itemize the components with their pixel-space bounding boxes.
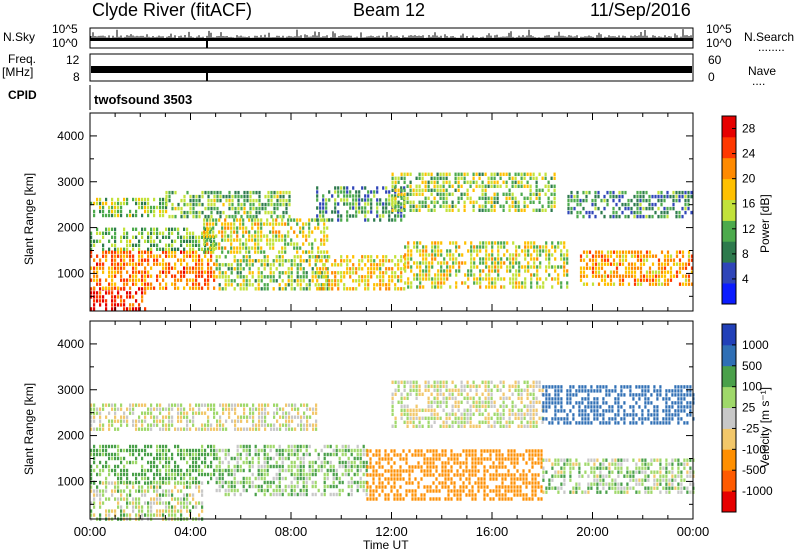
power-colorbar-segment: [722, 136, 736, 159]
velocity-xtick-label: 16:00: [476, 524, 509, 539]
power-echo-region: [579, 250, 694, 286]
power-colorbar-segment: [722, 178, 736, 200]
power-colorbar-tick-label: 8: [742, 247, 749, 261]
velocity-colorbar-segment: [722, 449, 736, 471]
nave-label: Nave: [748, 64, 777, 78]
velocity-echo-region: [90, 403, 318, 431]
power-colorbar-segment: [722, 262, 736, 284]
velocity-colorbar-segment: [722, 470, 736, 492]
velocity-colorbar-frame: [721, 323, 737, 513]
power-colorbar-segment: [722, 241, 736, 263]
velocity-echo-region: [215, 444, 368, 497]
velocity-xtick-label: 20:00: [576, 524, 609, 539]
power-echo-region: [90, 197, 168, 218]
noise-tick-right-bottom: 10^0: [706, 36, 732, 50]
status-strips: [89, 27, 694, 110]
power-colorbar-segment: [722, 157, 736, 180]
power-echo-region: [165, 190, 291, 219]
power-echo-region: [90, 250, 216, 290]
noise-tick-left-top: 10^5: [52, 22, 78, 36]
velocity-colorbar-tick-label: -1000: [742, 484, 773, 498]
velocity-colorbar-label: Velocity [m s⁻¹]: [758, 386, 772, 468]
velocity-echo-region: [542, 458, 695, 494]
velocity-ytick-label: 2000: [57, 429, 84, 443]
noise-tick-right-top: 10^5: [706, 22, 732, 36]
velocity-echo-region: [90, 444, 216, 485]
power-colorbar-tick-label: 16: [742, 197, 756, 211]
date-label: 11/Sep/2016: [590, 0, 691, 20]
power-colorbar-frame: [721, 115, 737, 305]
velocity-colorbar-segment: [722, 407, 736, 429]
freq-label: Freq.: [8, 52, 37, 66]
power-colorbar-segment: [722, 283, 736, 305]
velocity-colorbar-tick-label: 25: [742, 401, 756, 415]
power-echo-region: [90, 287, 147, 311]
power-ytick-label: 3000: [57, 175, 84, 189]
velocity-colorbar-tick-label: -100: [742, 442, 766, 456]
power-colorbar-tick-label: 28: [742, 122, 756, 136]
power-colorbar-tick-label: 12: [742, 222, 756, 236]
power-echo-region: [316, 255, 406, 291]
power-colorbar-segment: [722, 116, 736, 138]
power-ytick-label: 4000: [57, 129, 84, 143]
velocity-colorbar-segment: [722, 428, 736, 450]
velocity-colorbar-segment: [722, 491, 736, 513]
power-echo-region: [567, 190, 693, 219]
power-colorbar-tick-label: 24: [742, 147, 756, 161]
power-colorbar-tick-label: 4: [742, 272, 749, 286]
nave-tick-top: 60: [708, 53, 722, 67]
velocity-colorbar-tick-label: 1000: [742, 338, 769, 352]
velocity-echo-region: [542, 385, 695, 425]
freq-tick-bottom: 8: [73, 70, 80, 84]
power-echo-region: [203, 218, 329, 254]
velocity-colorbar-segment: [722, 344, 736, 367]
velocity-echo-region: [366, 449, 543, 501]
velocity-colorbar-tick-label: 100: [742, 380, 762, 394]
freq-panel-frame: [89, 53, 694, 82]
velocity-ylabel: Slant Range [km]: [22, 382, 36, 475]
freq-trace: [91, 66, 692, 81]
power-colorbar-segment: [722, 220, 736, 242]
velocity-xtick-label: 04:00: [174, 524, 207, 539]
velocity-xtick-label: 08:00: [275, 524, 308, 539]
power-colorbar-segment: [722, 199, 736, 221]
power-echo-region: [404, 241, 569, 289]
freq-tick-top: 12: [66, 53, 80, 67]
freq-unit-label: [MHz]: [2, 65, 34, 79]
nave-dots: ....: [752, 74, 766, 88]
power-ytick-label: 2000: [57, 221, 84, 235]
nave-tick-bottom: 0: [708, 70, 715, 84]
noise-trace: [90, 29, 693, 48]
cpid-value: twofsound 3503: [94, 92, 193, 107]
chart-title: Clyde River (fitACF): [92, 0, 253, 20]
velocity-colorbar-tick-label: 500: [742, 359, 762, 373]
noise-tick-left-bottom: 10^0: [52, 36, 78, 50]
power-echo-region: [215, 255, 329, 291]
velocity-ytick-label: 4000: [57, 337, 84, 351]
power-ytick-label: 1000: [57, 266, 84, 280]
velocity-xtick-label: 00:00: [74, 524, 107, 539]
nsky-label: N.Sky: [3, 30, 36, 44]
velocity-ytick-label: 1000: [57, 474, 84, 488]
nsearch-dots: ........: [758, 40, 785, 54]
velocity-colorbar-segment: [722, 386, 736, 408]
velocity-ytick-label: 3000: [57, 383, 84, 397]
power-echo-region: [90, 227, 216, 251]
velocity-xtick-label: 12:00: [375, 524, 408, 539]
velocity-colorbar-tick-label: -500: [742, 463, 766, 477]
power-echo-region: [391, 172, 556, 212]
nsearch-label: N.Search: [744, 30, 795, 44]
cpid-label: CPID: [8, 88, 37, 102]
velocity-colorbar-segment: [722, 365, 736, 388]
power-colorbar-tick-label: 20: [742, 172, 756, 186]
x-axis-label: Time UT: [363, 538, 409, 552]
velocity-colorbar-tick-label: -25: [742, 421, 760, 435]
velocity-colorbar-segment: [722, 324, 736, 346]
beam-label: Beam 12: [353, 0, 426, 20]
velocity-xtick-label: 00:00: [677, 524, 710, 539]
